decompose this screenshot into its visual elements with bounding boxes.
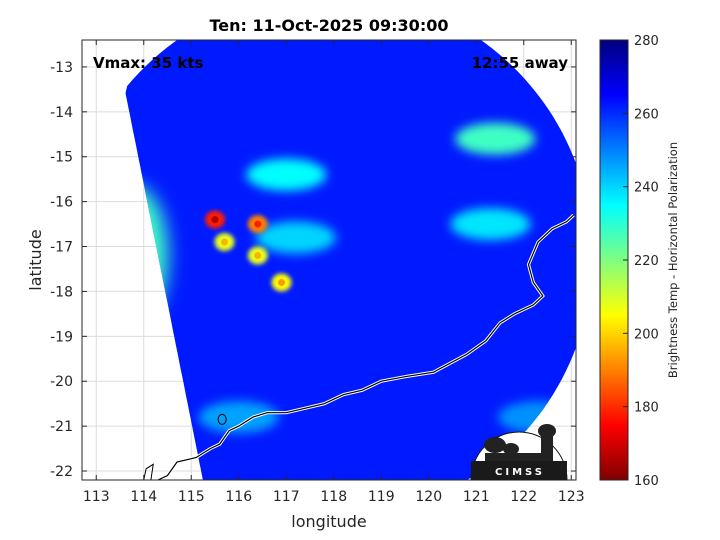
colorbar-tick-label: 200 [634,327,659,342]
y-axis: -13 -14 -15 -16 -17 -18 -19 -20 -21 -22 [50,60,576,480]
vmax-annotation: Vmax: 35 kts [93,54,203,72]
colorbar-tick-label: 180 [634,401,659,416]
logo-bar [471,461,567,480]
cimss-logo: CIMSS [470,424,568,481]
x-tick-label: 113 [83,489,110,505]
x-tick-label: 116 [225,489,252,505]
swath-feature-band [255,221,336,254]
y-tick-label: -20 [50,374,73,390]
x-tick-label: 122 [510,489,537,505]
coastline-southwest [143,463,154,480]
y-tick-label: -18 [50,284,73,300]
x-tick-label: 115 [178,489,205,505]
swath-cell-core [278,278,285,286]
logo-dish-icon [503,443,519,455]
coast-island [217,413,227,425]
swath-cell-core [221,238,228,246]
x-tick-label: 118 [320,489,347,505]
y-tick-label: -15 [50,150,73,166]
x-axis: 113 114 115 116 117 118 119 120 121 122 123 [83,40,585,505]
colorbar-tick-label: 280 [634,34,659,49]
swath-cell-core [254,220,262,228]
coastline-outline [157,214,575,480]
swath-feature-band [246,158,327,191]
swath-cell-core [254,252,262,260]
swath-background [125,40,576,480]
chart-title: Ten: 11-Oct-2025 09:30:00 [210,16,449,35]
x-tick-label: 123 [558,489,585,505]
x-tick-label: 114 [130,489,157,505]
plot-area: 113 114 115 116 117 118 119 120 121 122 123 -13 -14… [50,39,585,505]
y-tick-label: -13 [50,60,73,76]
y-tick-label: -21 [50,419,73,435]
y-tick-label: -22 [50,464,73,480]
colorbar-tick-label: 260 [634,107,659,122]
logo-dish-icon [484,437,506,453]
colorbar-tick-label: 160 [634,474,659,489]
x-tick-label: 117 [273,489,300,505]
colorbar: 160 180 200 220 240 260 280 Brightness Temp - … [599,34,680,489]
y-axis-title: latitude [26,229,45,290]
swath-cell-core [211,216,219,224]
colorbar-tick-label: 240 [634,181,659,196]
brightness-temp-swath [125,40,576,480]
y-tick-label: -17 [50,240,73,256]
colorbar-ticks: 160 180 200 220 240 260 280 [623,34,659,489]
swath-feature-band [455,122,536,155]
logo-tank-icon [538,424,556,438]
plot-frame [81,39,577,481]
logo-text: CIMSS [495,467,545,478]
x-tick-label: 120 [415,489,442,505]
y-tick-label: -14 [50,105,73,121]
colorbar-label: Brightness Temp - Horizontal Polarizatio… [666,142,680,378]
y-tick-label: -19 [50,329,73,345]
x-axis-title: longitude [291,512,366,531]
swath-feature-band [198,401,279,434]
swath-feature-band [450,208,531,241]
x-tick-label: 121 [463,489,490,505]
y-tick-label: -16 [50,195,73,211]
x-tick-label: 119 [368,489,395,505]
distance-annotation: 12:55 away [472,54,569,72]
colorbar-tick-label: 220 [634,254,659,269]
